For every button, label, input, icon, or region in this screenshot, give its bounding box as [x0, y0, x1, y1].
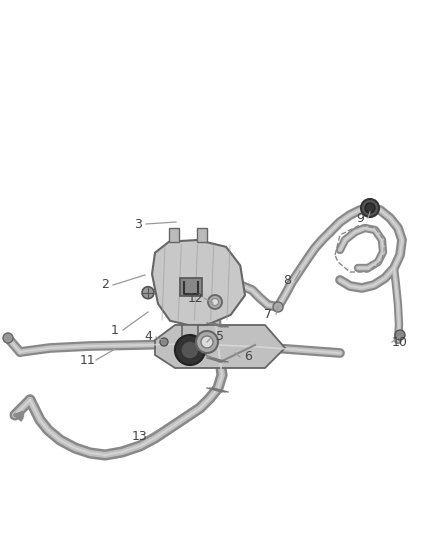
Circle shape: [160, 338, 168, 346]
Text: 12: 12: [188, 292, 204, 304]
Bar: [197, 228, 207, 242]
Circle shape: [196, 331, 218, 353]
Text: 3: 3: [134, 217, 142, 230]
Text: 2: 2: [101, 279, 109, 292]
Bar: [180, 278, 202, 296]
Circle shape: [395, 330, 405, 340]
Text: 10: 10: [392, 335, 408, 349]
Circle shape: [201, 336, 213, 348]
Bar: [169, 228, 179, 242]
Circle shape: [273, 302, 283, 312]
Circle shape: [175, 335, 205, 365]
Circle shape: [3, 333, 13, 343]
Text: 7: 7: [264, 308, 272, 320]
Text: 4: 4: [144, 330, 152, 343]
Circle shape: [181, 341, 199, 359]
Circle shape: [142, 287, 154, 298]
Polygon shape: [155, 325, 285, 368]
Text: 8: 8: [283, 273, 291, 287]
Text: 6: 6: [244, 351, 252, 364]
Polygon shape: [152, 240, 245, 325]
Text: 5: 5: [216, 330, 224, 343]
Text: 13: 13: [132, 430, 148, 442]
Circle shape: [365, 203, 375, 213]
Text: 11: 11: [80, 353, 96, 367]
Circle shape: [208, 295, 222, 309]
Circle shape: [361, 199, 379, 217]
Text: 9: 9: [356, 212, 364, 224]
Circle shape: [212, 298, 219, 305]
Text: 1: 1: [111, 324, 119, 336]
Bar: [182, 325, 198, 337]
